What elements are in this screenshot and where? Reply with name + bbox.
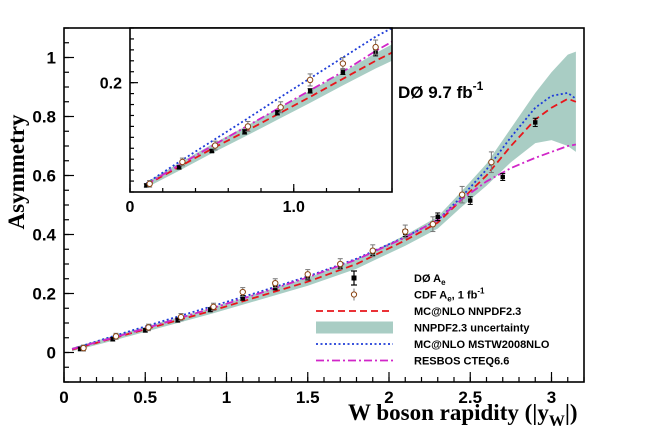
main-d0-point bbox=[532, 117, 538, 128]
main-y-tick-label: 0.2 bbox=[32, 285, 56, 304]
main-x-tick-label: 2.5 bbox=[458, 388, 482, 407]
main-d0-point bbox=[435, 212, 441, 222]
legend-entry: RESBOS CTEQ6.6 bbox=[316, 356, 509, 368]
x-axis-title-tail: |) bbox=[565, 400, 578, 425]
legend-label-main: RESBOS CTEQ6.6 bbox=[414, 356, 509, 368]
legend-label-main: MC@NLO MSTW2008NLO bbox=[414, 339, 550, 351]
main-curve-dashed bbox=[71, 97, 577, 351]
main-cdf-point bbox=[177, 313, 185, 322]
legend-label: RESBOS CTEQ6.6 bbox=[414, 356, 509, 368]
inset-y-axis-ticks: 0.2 bbox=[100, 27, 138, 193]
legend-d0-marker-dot bbox=[351, 275, 357, 281]
inset-x-axis-ticks: 0 1.0 bbox=[126, 184, 393, 216]
main-cdf-point bbox=[210, 302, 217, 311]
legend-label: DØ Ae bbox=[414, 273, 446, 287]
main-cdf-point bbox=[112, 332, 120, 340]
legend-entry: CDF Ae, 1 fb-1 bbox=[350, 287, 485, 304]
legend-entry: MC@NLO MSTW2008NLO bbox=[316, 339, 550, 351]
legend-label-tail: , 1 fb bbox=[452, 290, 478, 302]
legend-label-main: DØ A bbox=[414, 273, 441, 285]
main-y-tick-label: 0.4 bbox=[32, 226, 56, 245]
inset-cdf-point bbox=[339, 57, 347, 71]
main-points-layer bbox=[77, 117, 538, 352]
main-x-axis-ticks: 0 0.5 1 1.5 2 2.5 3 bbox=[59, 372, 585, 407]
main-x-tick-label: 0 bbox=[59, 388, 68, 407]
inset-curve-dashdot bbox=[145, 40, 392, 186]
main-cdf-point bbox=[272, 278, 279, 289]
inset-cdf-point bbox=[179, 157, 186, 167]
main-x-tick-label: 2 bbox=[384, 388, 393, 407]
main-cdf-point bbox=[304, 269, 311, 280]
inset-d0-point bbox=[307, 88, 313, 94]
legend-label: CDF Ae, 1 fb-1 bbox=[414, 287, 485, 304]
legend-label-main: NNPDF2.3 uncertainty bbox=[414, 323, 530, 335]
x-axis-title-sub: W bbox=[549, 413, 565, 430]
legend-entry: NNPDF2.3 uncertainty bbox=[316, 321, 530, 335]
inset-points-layer bbox=[143, 39, 379, 188]
inset-cdf-point bbox=[277, 101, 284, 114]
main-d0-point bbox=[500, 172, 506, 182]
legend-label: NNPDF2.3 uncertainty bbox=[414, 323, 530, 335]
main-x-tick-label: 3 bbox=[547, 388, 556, 407]
main-d0-point bbox=[207, 307, 213, 313]
main-plot: 0 0.5 1 1.5 2 2.5 3 0 0.2 0.4 0.6 0.8 1 bbox=[32, 27, 585, 407]
main-x-tick-label: 1 bbox=[222, 388, 231, 407]
inset-x-tick-label: 0 bbox=[126, 199, 135, 216]
main-cdf-point bbox=[458, 185, 466, 204]
inset-cdf-point bbox=[372, 39, 379, 55]
inset-d0-point bbox=[242, 129, 248, 135]
inset-d0-point bbox=[274, 110, 280, 116]
main-y-tick-label: 0.8 bbox=[32, 108, 56, 127]
dataset-label-sup: -1 bbox=[473, 79, 484, 93]
inset-cdf-point bbox=[244, 120, 252, 132]
dataset-label: DØ 9.7 fb-1 bbox=[398, 79, 484, 102]
main-x-tick-label: 0.5 bbox=[133, 388, 157, 407]
main-y-tick-label: 0.6 bbox=[32, 167, 56, 186]
legend-band-swatch bbox=[316, 321, 393, 334]
legend-entry: DØ Ae bbox=[351, 270, 446, 287]
dataset-label-main: DØ 9.7 fb bbox=[398, 83, 473, 102]
x-axis-title-main: W boson rapidity (|y bbox=[348, 400, 549, 425]
main-cdf-point bbox=[402, 224, 409, 239]
legend-cdf-marker bbox=[350, 291, 358, 298]
main-lines-layer bbox=[71, 91, 577, 351]
main-y-tick-label: 1 bbox=[47, 49, 56, 68]
legend-label-sub: e bbox=[441, 278, 446, 287]
inset-x-tick-label: 1.0 bbox=[283, 199, 305, 216]
main-y-tick-label: 0 bbox=[47, 344, 56, 363]
legend-label-sub: e bbox=[447, 295, 452, 304]
main-cdf-point bbox=[239, 287, 246, 297]
legend-entry: MC@NLO NNPDF2.3 bbox=[316, 306, 521, 318]
inset-d0-point bbox=[209, 148, 215, 154]
inset-cdf-point bbox=[211, 140, 219, 151]
main-cdf-point bbox=[145, 323, 152, 332]
main-d0-point bbox=[467, 196, 473, 205]
main-cdf-point bbox=[369, 244, 376, 258]
main-cdf-point bbox=[488, 151, 495, 174]
inset-plot: 0 1.0 0.2 bbox=[100, 27, 393, 216]
main-cdf-point bbox=[80, 344, 87, 352]
legend-label: MC@NLO NNPDF2.3 bbox=[414, 306, 521, 318]
legend-label-sup: -1 bbox=[477, 287, 485, 296]
main-cdf-point bbox=[337, 258, 344, 270]
main-curve-dashdot bbox=[71, 143, 577, 350]
x-axis-title: W boson rapidity (|yW|) bbox=[348, 400, 578, 430]
y-axis-title: Asymmetry bbox=[4, 114, 29, 229]
inset-cdf-point bbox=[146, 180, 153, 188]
main-x-tick-label: 1.5 bbox=[296, 388, 320, 407]
legend-label-main: CDF A bbox=[414, 290, 447, 302]
inset-y-tick-label: 0.2 bbox=[100, 76, 122, 93]
legend-label-main: MC@NLO NNPDF2.3 bbox=[414, 306, 521, 318]
legend-label: MC@NLO MSTW2008NLO bbox=[414, 339, 550, 351]
main-cdf-point bbox=[429, 216, 437, 233]
main-y-axis-ticks: 0 0.2 0.4 0.6 0.8 1 bbox=[32, 27, 74, 383]
inset-cdf-point bbox=[306, 73, 314, 87]
